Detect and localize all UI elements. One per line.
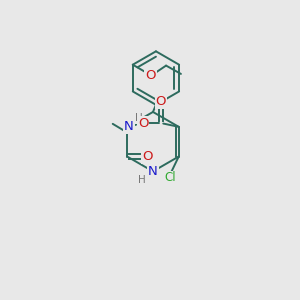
Text: O: O — [146, 69, 156, 82]
Text: N: N — [148, 165, 158, 178]
Text: H: H — [138, 175, 146, 185]
Text: Cl: Cl — [165, 171, 176, 184]
Text: H: H — [135, 113, 142, 124]
Text: N: N — [124, 120, 134, 133]
Text: O: O — [156, 95, 166, 108]
Text: O: O — [138, 117, 148, 130]
Text: O: O — [142, 150, 153, 163]
